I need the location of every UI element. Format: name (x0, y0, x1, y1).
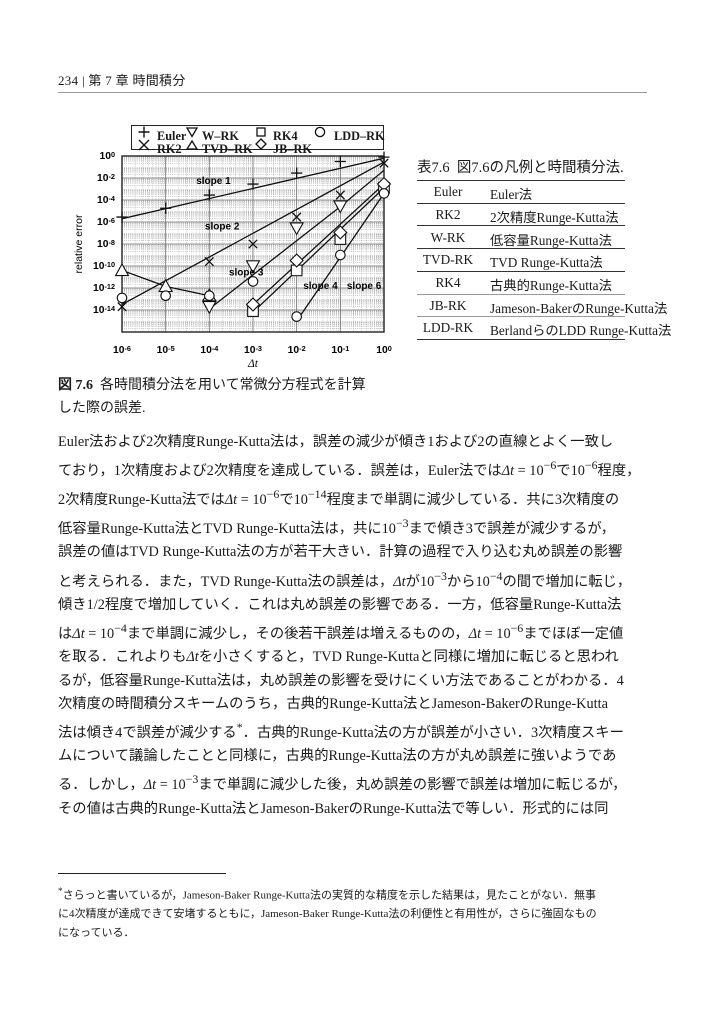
svg-text:10-6: 10-6 (113, 344, 131, 356)
svg-text:10-6: 10-6 (97, 216, 115, 228)
svg-text:relative error: relative error (73, 214, 85, 273)
svg-text:10-3: 10-3 (244, 344, 262, 356)
svg-text:slope 6: slope 6 (347, 281, 382, 292)
svg-text:slope 1: slope 1 (196, 176, 231, 187)
svg-text:10-4: 10-4 (97, 194, 116, 206)
svg-text:100: 100 (376, 344, 392, 356)
svg-text:10-1: 10-1 (331, 344, 349, 356)
svg-text:10-12: 10-12 (93, 282, 115, 294)
svg-text:10-10: 10-10 (93, 260, 115, 272)
svg-text:10-14: 10-14 (93, 304, 116, 316)
svg-text:slope 3: slope 3 (229, 267, 264, 278)
svg-text:10-8: 10-8 (97, 238, 115, 250)
svg-text:10-5: 10-5 (157, 344, 175, 356)
svg-text:Δt: Δt (247, 358, 259, 368)
svg-text:100: 100 (99, 150, 115, 162)
svg-text:slope 4: slope 4 (303, 281, 338, 292)
svg-text:slope 2: slope 2 (205, 222, 240, 233)
svg-text:10-2: 10-2 (97, 172, 115, 184)
svg-text:10-2: 10-2 (288, 344, 306, 356)
svg-text:10-4: 10-4 (200, 344, 219, 356)
